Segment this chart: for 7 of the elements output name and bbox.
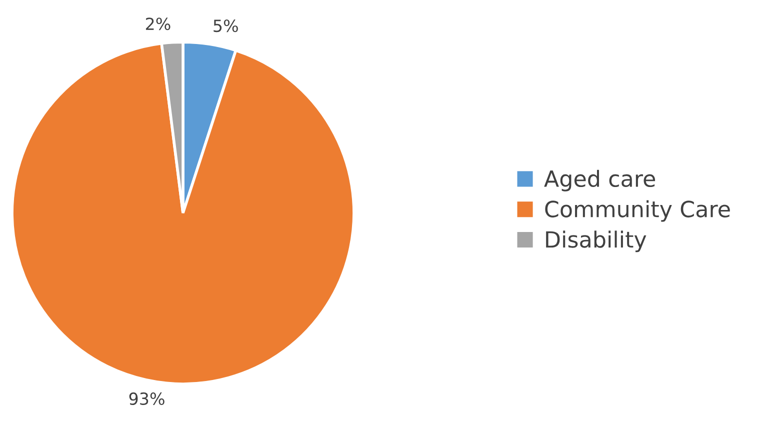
data-label: 5% [214,20,238,32]
pie-slice [10,42,356,386]
data-label: 2% [146,18,170,30]
legend-label: Disability [546,230,646,252]
data-label: 93% [129,392,164,406]
legend-label: Community Care [545,200,730,222]
legend-label: Aged care [544,170,656,192]
